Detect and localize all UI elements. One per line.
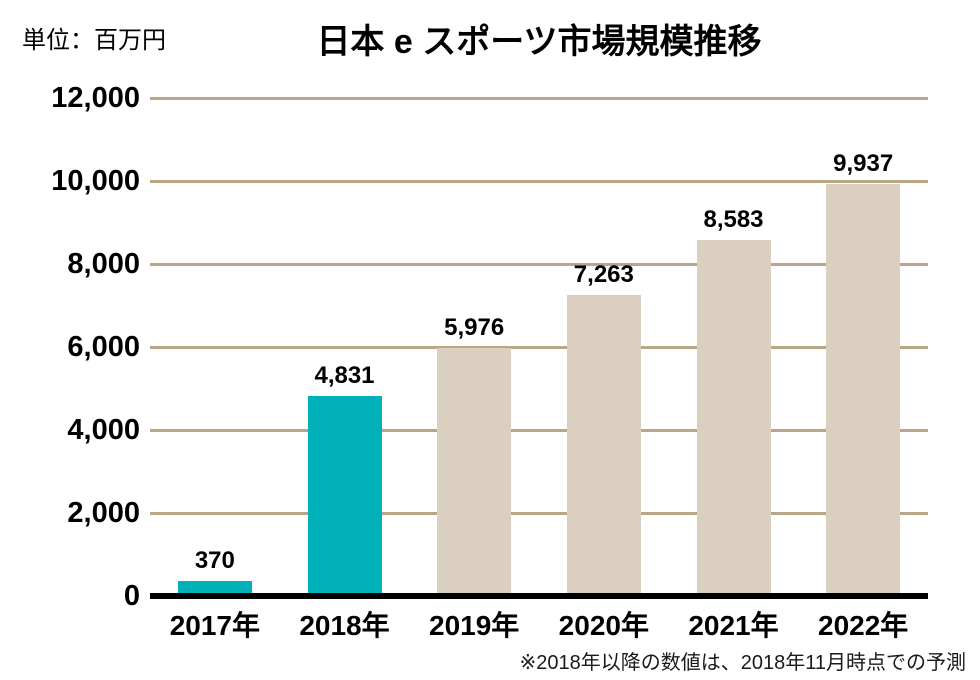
- y-tick-label: 0: [123, 580, 140, 612]
- bar-2017年: [177, 580, 252, 596]
- gridline: [150, 428, 928, 432]
- y-axis-labels: 0 2,000 4,000 6,000 8,000 10,000 12,000: [0, 0, 140, 680]
- bar-2021年: [696, 239, 771, 596]
- bar-value-label: 370: [194, 546, 235, 574]
- x-tick-label: 2019年: [429, 610, 520, 641]
- bar-2018年: [307, 395, 382, 596]
- gridline: [150, 96, 928, 100]
- y-tick-label: 4,000: [67, 414, 140, 446]
- x-axis-labels: 2017年 2018年 2019年 2020年 2021年 2022年: [150, 604, 928, 644]
- bar-2022年: [826, 183, 901, 596]
- footnote: ※2018年以降の数値は、2018年11月時点での予測: [519, 652, 966, 674]
- gridline: [150, 511, 928, 515]
- bar-value-label: 9,937: [833, 149, 894, 177]
- y-tick-label: 10,000: [51, 165, 140, 197]
- unit-label: 単位：百万円: [22, 27, 166, 54]
- gridline: [150, 179, 928, 183]
- x-tick-label: 2017年: [169, 610, 260, 641]
- x-tick-label: 2020年: [558, 610, 649, 641]
- gridline: [150, 345, 928, 349]
- bar-value-label: 8,583: [703, 205, 764, 233]
- bar-2019年: [437, 348, 512, 596]
- bar-2020年: [566, 294, 641, 596]
- x-tick-label: 2022年: [818, 610, 909, 641]
- bar-value-label: 5,976: [444, 314, 505, 341]
- y-tick-label: 6,000: [67, 331, 140, 363]
- gridline: [150, 262, 928, 266]
- bar-value-label: 4,831: [314, 361, 375, 389]
- y-tick-label: 2,000: [67, 497, 140, 529]
- y-tick-label: 12,000: [51, 82, 140, 114]
- x-axis-line: [150, 593, 928, 599]
- chart-title: 日本 e スポーツ市場規模推移: [316, 23, 762, 61]
- y-tick-label: 8,000: [67, 248, 140, 280]
- plot-area: 370 4,831 5,976 7,263 8,583 9,937: [150, 96, 928, 599]
- x-tick-label: 2021年: [688, 610, 779, 641]
- bar-value-label: 7,263: [573, 260, 634, 288]
- x-tick-label: 2018年: [299, 610, 390, 641]
